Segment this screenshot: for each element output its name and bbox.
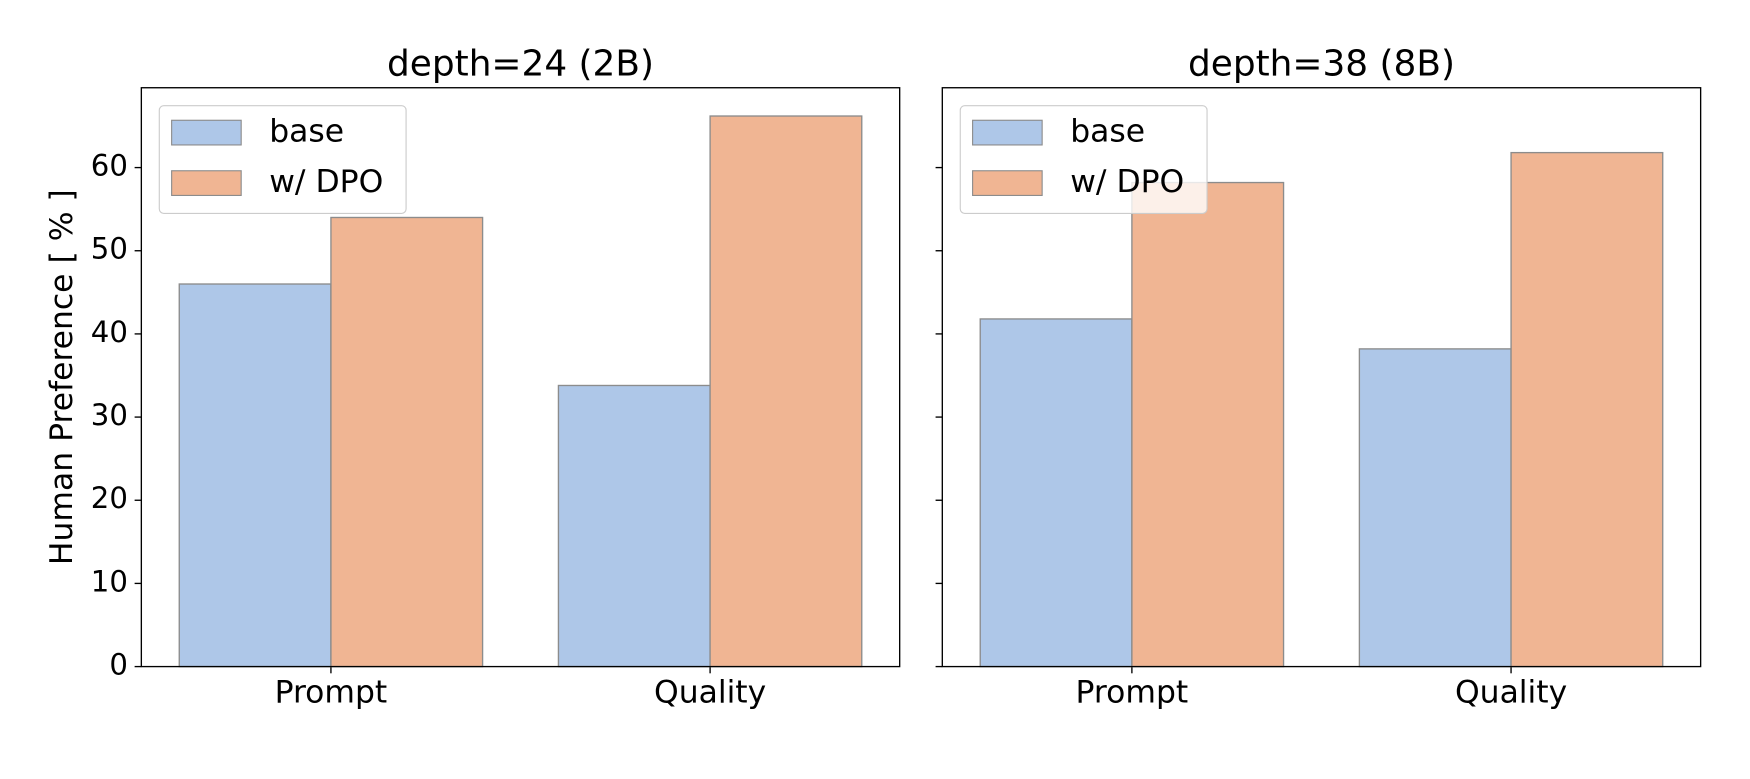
- legend-swatch: [171, 170, 242, 196]
- x-tick-label: Prompt: [275, 675, 388, 711]
- y-tick-label: 0: [109, 648, 128, 682]
- chart-title: depth=38 (8B): [1188, 43, 1455, 84]
- y-tick-label: 10: [91, 564, 128, 598]
- legend-label: w/ DPO: [269, 164, 383, 200]
- bar: [178, 283, 332, 668]
- legend-swatch: [972, 119, 1043, 146]
- bar: [1510, 151, 1664, 668]
- bar: [979, 318, 1133, 668]
- legend-label: base: [1070, 114, 1145, 150]
- legend-swatch: [171, 119, 242, 146]
- plot-frame: [941, 87, 1702, 668]
- legend-label: w/ DPO: [1070, 164, 1184, 200]
- y-axis-label: Human Preference [ % ]: [44, 189, 80, 565]
- chart-title: depth=24 (2B): [387, 43, 654, 84]
- y-tick-label: 40: [91, 315, 128, 349]
- y-tick-label: 20: [91, 481, 128, 515]
- y-tick-label: 60: [91, 149, 128, 183]
- legend-swatch: [972, 170, 1043, 196]
- x-tick-label: Quality: [1455, 675, 1567, 711]
- bar: [1358, 348, 1512, 668]
- bar: [557, 384, 711, 668]
- bar: [1131, 181, 1285, 668]
- bar: [330, 216, 484, 668]
- bar: [709, 115, 863, 668]
- y-tick-label: 30: [91, 398, 128, 432]
- y-tick-label: 50: [91, 232, 128, 266]
- plot-frame: [140, 87, 901, 668]
- x-tick-label: Prompt: [1076, 675, 1189, 711]
- x-tick-label: Quality: [654, 675, 766, 711]
- legend-label: base: [269, 114, 344, 150]
